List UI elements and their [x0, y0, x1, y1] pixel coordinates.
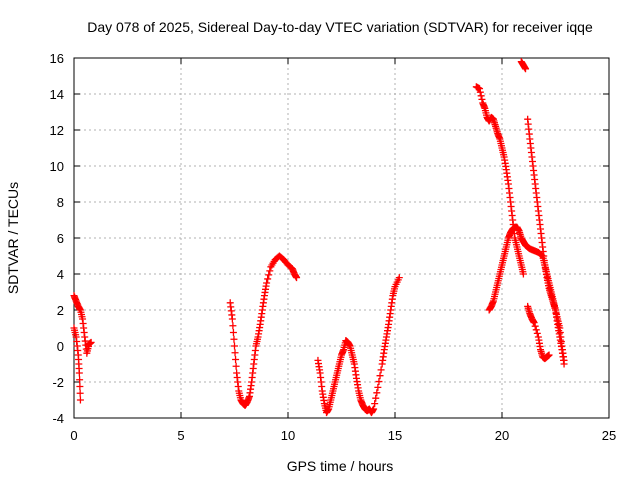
data-point	[371, 400, 379, 408]
data-point	[293, 274, 301, 282]
data-point	[477, 92, 485, 100]
data-point	[374, 383, 382, 391]
data-point	[530, 319, 538, 327]
y-tick-label: 16	[50, 51, 64, 66]
y-axis-label: SDTVAR / TECUs	[5, 182, 21, 294]
data-point	[375, 378, 383, 386]
y-tick-label: 2	[57, 303, 64, 318]
data-point	[395, 274, 403, 282]
data-point	[76, 389, 84, 397]
x-tick-label: 15	[388, 428, 402, 443]
y-tick-label: 4	[57, 267, 64, 282]
data-point	[228, 315, 236, 323]
data-point	[377, 366, 385, 374]
data-point	[476, 88, 484, 96]
data-point	[76, 383, 84, 390]
data-point	[263, 279, 271, 287]
data-points	[70, 58, 568, 417]
data-point	[75, 369, 83, 377]
x-tick-label: 10	[281, 428, 295, 443]
data-point	[229, 322, 237, 330]
data-point	[76, 396, 84, 404]
y-tick-label: 10	[50, 159, 64, 174]
axis-ticks: 0 5 10 15 20 25 -4 -2 0 2 4 6 8 10 12 14 16	[50, 51, 617, 443]
data-point	[232, 356, 240, 363]
data-point	[231, 349, 239, 357]
y-tick-label: 12	[50, 123, 64, 138]
data-point	[76, 376, 84, 384]
data-point	[519, 270, 527, 278]
chart-title: Day 078 of 2025, Sidereal Day-to-day VTE…	[87, 19, 593, 35]
data-point	[229, 329, 237, 336]
data-point	[264, 275, 272, 283]
data-point	[560, 360, 568, 368]
data-point	[231, 342, 238, 350]
data-point	[87, 338, 95, 346]
y-tick-label: 0	[57, 339, 64, 354]
y-tick-label: 8	[57, 195, 64, 210]
data-point	[478, 95, 486, 103]
data-point	[373, 389, 381, 397]
data-point	[230, 335, 238, 343]
data-point	[545, 351, 553, 359]
y-tick-label: 14	[50, 87, 64, 102]
data-point	[266, 267, 274, 275]
x-tick-label: 0	[70, 428, 77, 443]
y-tick-label: -4	[52, 411, 64, 426]
x-tick-label: 20	[495, 428, 509, 443]
data-point	[533, 329, 541, 337]
data-point	[232, 362, 240, 370]
data-point	[522, 65, 530, 73]
data-point	[476, 85, 484, 93]
y-tick-label: 6	[57, 231, 64, 246]
data-point	[265, 271, 273, 279]
y-tick-label: -2	[52, 375, 64, 390]
data-point	[376, 372, 384, 380]
x-axis-label: GPS time / hours	[287, 458, 394, 474]
x-tick-label: 25	[602, 428, 616, 443]
data-point	[370, 405, 378, 413]
data-point	[532, 326, 540, 334]
data-point	[531, 322, 539, 330]
x-tick-label: 5	[177, 428, 184, 443]
data-point	[372, 394, 380, 402]
